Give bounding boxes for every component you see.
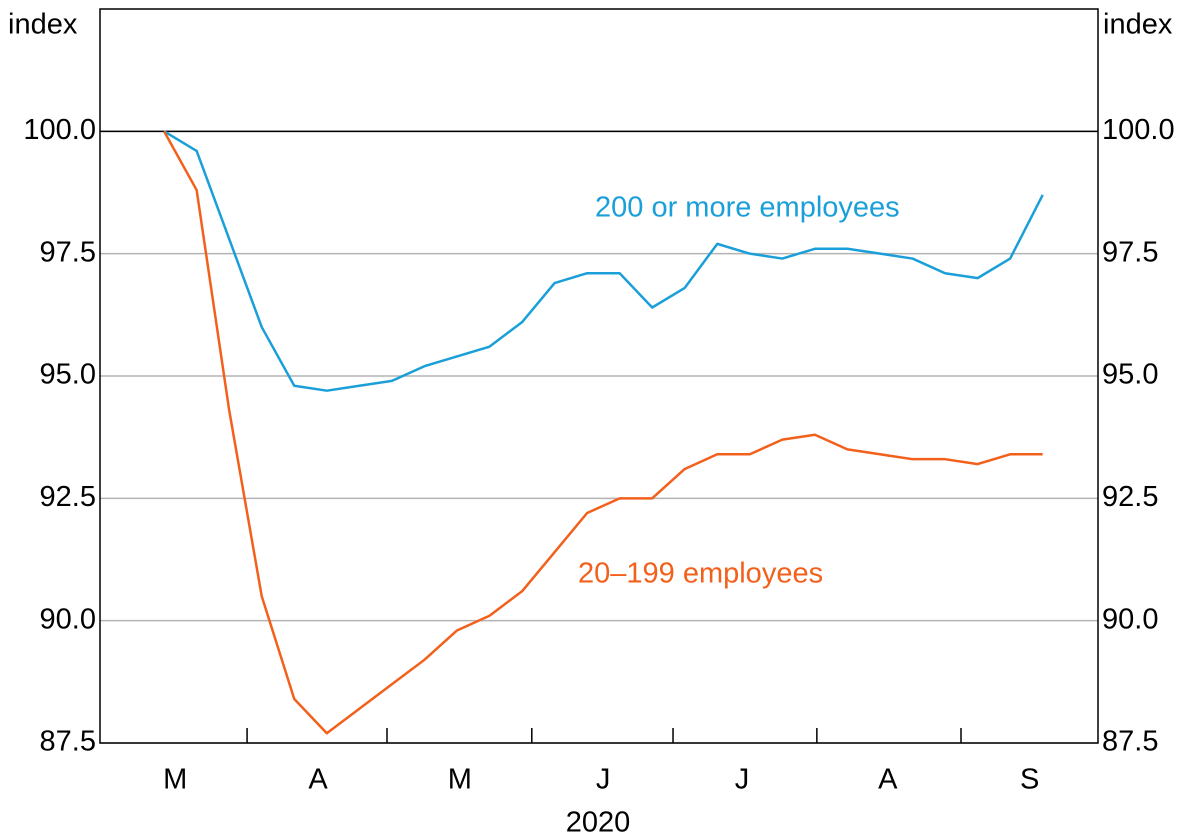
plot-frame [99,8,1099,744]
y2-tick-label: 95.0 [1102,359,1158,391]
x-tick-label: M [448,764,472,796]
y-tick-label: 87.5 [40,726,96,758]
y2-tick-label: 90.0 [1102,603,1158,635]
y-tick-label: 100.0 [23,114,96,146]
y-tick-label: 97.5 [40,236,96,268]
series-label: 200 or more employees [595,192,900,224]
y2-tick-label: 97.5 [1102,236,1158,268]
y-tick-label: 90.0 [40,603,96,635]
y-axis-label: index [8,9,78,41]
y-tick-label: 95.0 [40,359,96,391]
series-line [163,130,1044,392]
x-tick-label: S [1020,764,1039,796]
x-tick-label: M [163,764,187,796]
series-line [163,130,1043,735]
y2-tick-label: 100.0 [1102,114,1175,146]
x-tick-label: A [308,764,328,796]
series-label: 20–199 employees [578,558,823,590]
y2-tick-label: 87.5 [1102,726,1158,758]
x-axis-label: 2020 [566,807,631,839]
y2-tick-label: 92.5 [1102,481,1158,513]
y-tick-label: 92.5 [40,481,96,513]
x-tick-label: J [596,764,611,796]
y2-axis-label: index [1103,9,1173,41]
x-tick-label: J [735,764,750,796]
x-tick-label: A [878,764,898,796]
